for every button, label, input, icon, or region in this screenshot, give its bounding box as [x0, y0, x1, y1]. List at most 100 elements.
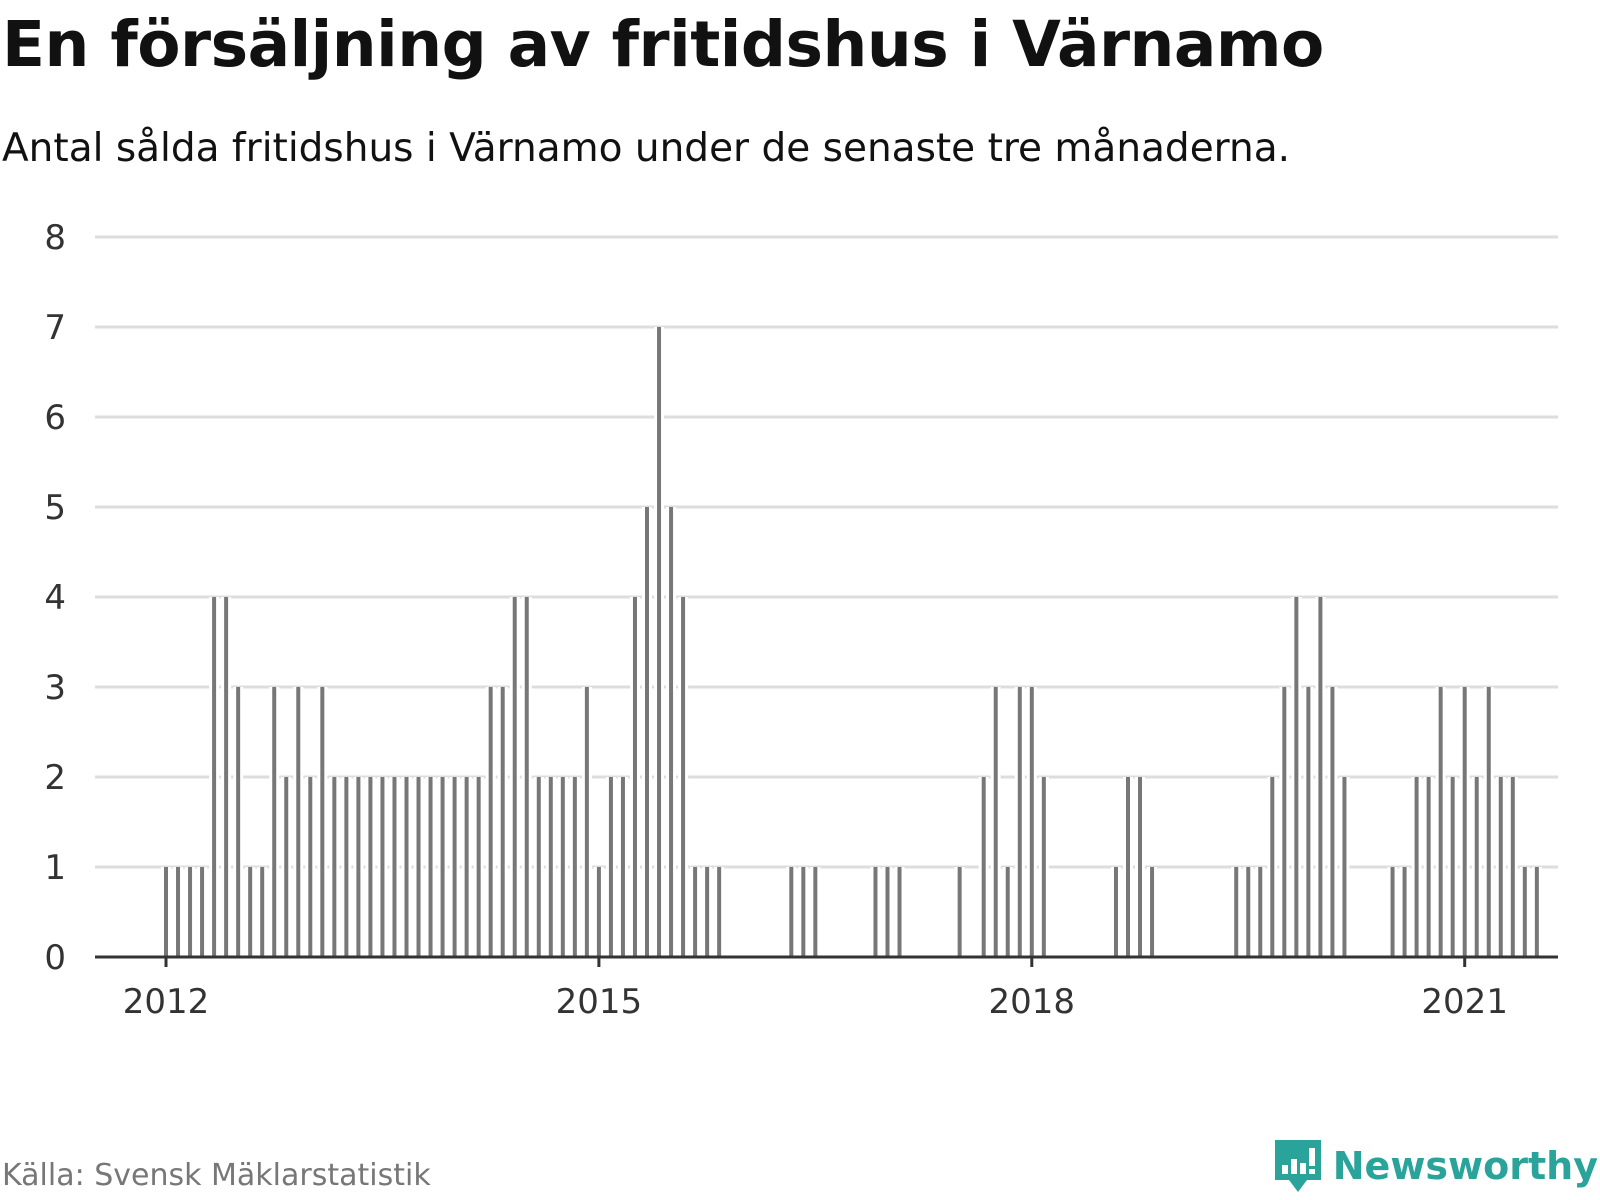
source-note: Källa: Svensk Mäklarstatistik — [2, 1158, 431, 1193]
bar — [1282, 687, 1287, 957]
bar — [885, 867, 890, 957]
bar — [1450, 777, 1455, 957]
bar — [440, 777, 445, 957]
gridlines — [95, 235, 1558, 869]
bar — [669, 507, 674, 957]
bar — [657, 327, 662, 957]
bar — [1414, 777, 1419, 957]
bar — [1426, 777, 1431, 957]
bar — [572, 777, 577, 957]
y-tick-label: 0 — [44, 938, 66, 978]
bar — [416, 777, 421, 957]
bar — [981, 777, 986, 957]
bar — [620, 777, 625, 957]
bar — [681, 597, 686, 957]
bar — [1462, 687, 1467, 957]
bar — [1294, 597, 1299, 957]
y-tick-label: 2 — [44, 758, 66, 798]
bar — [596, 867, 601, 957]
y-tick-label: 7 — [44, 308, 66, 348]
bar — [1318, 597, 1323, 957]
bar — [789, 867, 794, 957]
y-tick-label: 5 — [44, 488, 66, 528]
bar — [897, 867, 902, 957]
bar — [1474, 777, 1479, 957]
bar — [1017, 687, 1022, 957]
bar — [260, 867, 265, 957]
bar — [1486, 687, 1491, 957]
chart-subtitle: Antal sålda fritidshus i Värnamo under d… — [2, 126, 1291, 171]
bar — [1498, 777, 1503, 957]
bar — [1113, 867, 1118, 957]
bar — [284, 777, 289, 957]
bar — [164, 867, 168, 957]
bar — [560, 777, 565, 957]
y-tick-label: 3 — [44, 668, 66, 708]
bar — [1126, 777, 1130, 957]
bar — [500, 687, 505, 957]
y-tick-label: 1 — [44, 848, 66, 888]
bar — [873, 867, 878, 957]
bar — [404, 777, 409, 957]
brand-name: Newsworthy — [1332, 1144, 1598, 1188]
bar — [1041, 777, 1046, 957]
bar — [1534, 867, 1539, 957]
bar — [1522, 867, 1527, 957]
bar — [801, 867, 806, 957]
bar — [356, 777, 361, 957]
bar — [248, 867, 253, 957]
bar — [1510, 777, 1515, 957]
bar — [1246, 867, 1251, 957]
x-tick-label: 2015 — [556, 982, 643, 1022]
bar — [957, 867, 962, 957]
bar — [1029, 687, 1034, 957]
bar — [464, 777, 469, 957]
chart-title: En försäljning av fritidshus i Värnamo — [2, 8, 1324, 81]
bar — [392, 777, 397, 957]
x-tick-label: 2021 — [1421, 982, 1508, 1022]
bar — [236, 687, 241, 957]
bar — [452, 777, 457, 957]
y-axis-ticks: 0 1 2 3 4 5 6 7 8 — [44, 218, 66, 978]
bar — [524, 597, 529, 957]
bar — [332, 777, 337, 957]
bar — [296, 687, 301, 957]
bar — [320, 687, 325, 957]
bar — [584, 687, 589, 957]
bar — [645, 507, 649, 957]
bar — [1150, 867, 1155, 957]
bar — [1438, 687, 1443, 957]
bars — [161, 327, 1542, 957]
bar — [476, 777, 481, 957]
bar — [536, 777, 541, 957]
y-tick-label: 6 — [44, 398, 66, 438]
x-axis-ticks: 20122015201820212023 — [123, 957, 1508, 1022]
bar — [368, 777, 373, 957]
bar — [993, 687, 998, 957]
newsworthy-logo-icon — [1274, 1140, 1321, 1192]
bar — [1005, 867, 1010, 957]
bar — [1330, 687, 1335, 957]
bar — [1138, 777, 1143, 957]
bar — [188, 867, 193, 957]
bar — [308, 777, 313, 957]
bar — [512, 597, 517, 957]
bar — [632, 597, 637, 957]
bar — [200, 867, 205, 957]
bar — [1402, 867, 1407, 957]
bar — [428, 777, 433, 957]
bar — [488, 687, 493, 957]
bar — [705, 867, 710, 957]
bar — [1306, 687, 1311, 957]
x-tick-label: 2012 — [123, 982, 210, 1022]
bar — [176, 867, 181, 957]
y-tick-label: 4 — [44, 578, 66, 618]
bar — [212, 597, 217, 957]
bar — [1234, 867, 1239, 957]
bar — [1342, 777, 1347, 957]
bar — [813, 867, 818, 957]
bar — [272, 687, 277, 957]
bar — [1390, 867, 1395, 957]
bar — [224, 597, 229, 957]
